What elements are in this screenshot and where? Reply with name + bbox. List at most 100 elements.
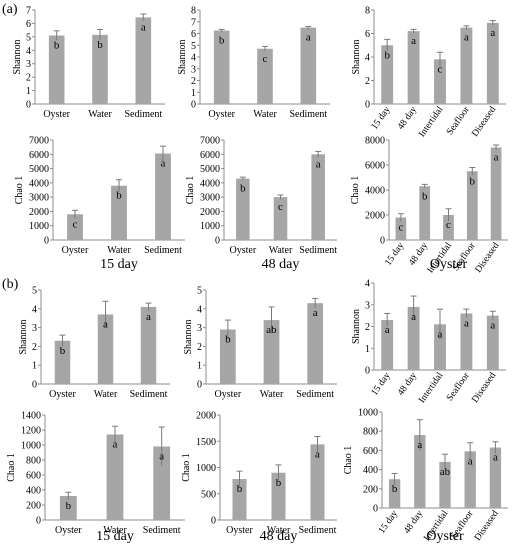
a_c15-category-label: Oyster (62, 245, 89, 256)
b_c48-bar (271, 472, 286, 520)
b_c48-y-tick-label: 2000 (196, 411, 216, 422)
a_cOy-y-tick-label: 4000 (365, 186, 385, 197)
b_sOy-bar (407, 306, 420, 370)
a_cOy-group-label: Oyster (430, 257, 468, 272)
a_s48-y-tick-label: 1 (191, 88, 196, 99)
panel-b-label: (b) (2, 277, 19, 292)
a_sOy-category-label: 48 day (396, 105, 419, 132)
a_cOy-bar (490, 147, 502, 240)
b_c15-significance-letter: a (113, 439, 118, 451)
a_cOy-significance-letter: c (398, 222, 403, 234)
b_s48-bar (219, 329, 236, 384)
b_cOy-significance-letter: a (417, 439, 422, 451)
b_c15-category-label: Sediment (143, 525, 181, 536)
a_c15-bar (67, 214, 83, 240)
a_cOy-y-tick-label: 8000 (365, 136, 385, 147)
a_s15-significance-letter: b (54, 40, 60, 52)
a_s15-y-tick-label: 3 (26, 59, 31, 70)
a_cOy-significance-letter: c (446, 219, 451, 231)
a_c48-category-label: Sediment (299, 245, 337, 256)
b_s15-y-tick-label: 4 (32, 304, 37, 315)
b_sOy-category-label: 48 day (396, 371, 419, 398)
b_cOy-y-tick-label: 0 (373, 504, 378, 515)
b_s15-y-axis-title: Shannon (18, 320, 29, 355)
a_s15-category-label: Water (88, 109, 112, 120)
a_c15-bar (155, 153, 171, 240)
a_c15-y-tick-label: 1000 (29, 221, 49, 232)
a_cOy-category-label: Diseased (474, 241, 502, 275)
a_s15-y-tick-label: 6 (26, 19, 31, 30)
b_sOy-significance-letter: a (385, 324, 390, 336)
a_c48-y-tick-label: 1000 (200, 221, 220, 232)
a_sOy-bar (434, 59, 446, 104)
b_s15-category-label: Oyster (49, 389, 76, 400)
a_c15-significance-letter: b (116, 190, 122, 202)
b_c48-y-tick-label: 500 (201, 489, 216, 500)
a_s48-significance-letter: c (263, 53, 268, 65)
a_s15-y-tick-label: 2 (26, 73, 31, 84)
a_cOy-bar (419, 186, 431, 240)
a_s48-bar (300, 27, 317, 104)
a_s48-y-tick-label: 0 (191, 100, 196, 111)
a_c48-group-label: 48 day (262, 257, 300, 272)
b_s15-significance-letter: a (146, 311, 151, 323)
b_sOy-y-tick-label: 3 (365, 300, 370, 311)
a_c15-y-tick-label: 3000 (29, 193, 49, 204)
a_s48-category-label: Water (253, 109, 277, 120)
b_sOy-bar (460, 313, 473, 370)
b_sOy-category-label: Seafloor (444, 370, 472, 403)
a_s15-y-tick-label: 1 (26, 86, 31, 97)
b_c15-y-tick-label: 1000 (21, 441, 41, 452)
a_c15-y-tick-label: 4000 (29, 178, 49, 189)
a_cOy-y-axis-title: Chao 1 (350, 176, 361, 205)
a_s48-y-tick-label: 3 (191, 64, 196, 75)
b_c15-bar (153, 446, 171, 520)
a_c48-y-tick-label: 4000 (200, 178, 220, 189)
b_cOy-y-tick-label: 800 (363, 427, 378, 438)
a_s48-category-label: Oyster (208, 109, 235, 120)
b_s15-y-tick-label: 1 (32, 361, 37, 372)
b_c15-y-axis-title: Chao 1 (6, 453, 17, 482)
b_c48-category-label: Oyster (226, 525, 253, 536)
a_c48-y-tick-label: 5000 (200, 164, 220, 175)
a_c15-category-label: Water (107, 245, 131, 256)
a_c48-y-tick-label: 6000 (200, 150, 220, 161)
a_cOy-y-tick-label: 2000 (365, 211, 385, 222)
b_s15-category-label: Sediment (130, 389, 168, 400)
a_s15-significance-letter: b (97, 39, 103, 51)
b_c48-significance-letter: b (276, 477, 282, 489)
a_c15-y-tick-label: 6000 (29, 150, 49, 161)
b_s15-significance-letter: a (103, 318, 108, 330)
a_sOy-category-label: Diseased (470, 105, 498, 139)
b_s48-bar (263, 320, 280, 384)
b_s15-y-tick-label: 3 (32, 323, 37, 334)
a_sOy-y-tick-label: 6 (365, 29, 370, 40)
b_s48-significance-letter: a (313, 307, 318, 319)
b_c15-y-tick-label: 600 (26, 471, 41, 482)
a_s48-bar (257, 48, 273, 104)
a_s15-category-label: Sediment (124, 109, 162, 120)
a_sOy-significance-letter: a (411, 35, 416, 47)
b_s15-bar (54, 340, 71, 384)
a_sOy-y-axis-title: Shannon (351, 40, 362, 75)
a_s48-y-tick-label: 7 (191, 17, 196, 28)
b_c15-bar (106, 434, 124, 520)
b_cOy-y-tick-label: 400 (363, 465, 378, 476)
a_s48-y-tick-label: 2 (191, 76, 196, 87)
b_s48-significance-letter: b (225, 333, 231, 345)
a_sOy-bar (460, 27, 473, 104)
b_cOy-category-label: Diseased (473, 509, 501, 543)
b_c15-category-label: Water (103, 525, 127, 536)
b_c48-y-tick-label: 0 (211, 516, 216, 527)
a_c15-category-label: Sediment (144, 245, 182, 256)
b_s15-significance-letter: b (60, 345, 66, 357)
b_cOy-group-label: Oyster (426, 529, 464, 544)
a_sOy-significance-letter: c (438, 63, 443, 75)
a_c48-y-tick-label: 2000 (200, 207, 220, 218)
b_s48-category-label: Sediment (296, 389, 334, 400)
a_c48-significance-letter: c (278, 201, 283, 213)
b_s48-y-tick-label: 3 (197, 323, 202, 334)
a_c48-y-tick-label: 0 (215, 236, 220, 247)
a_c15-y-tick-label: 0 (44, 236, 49, 247)
